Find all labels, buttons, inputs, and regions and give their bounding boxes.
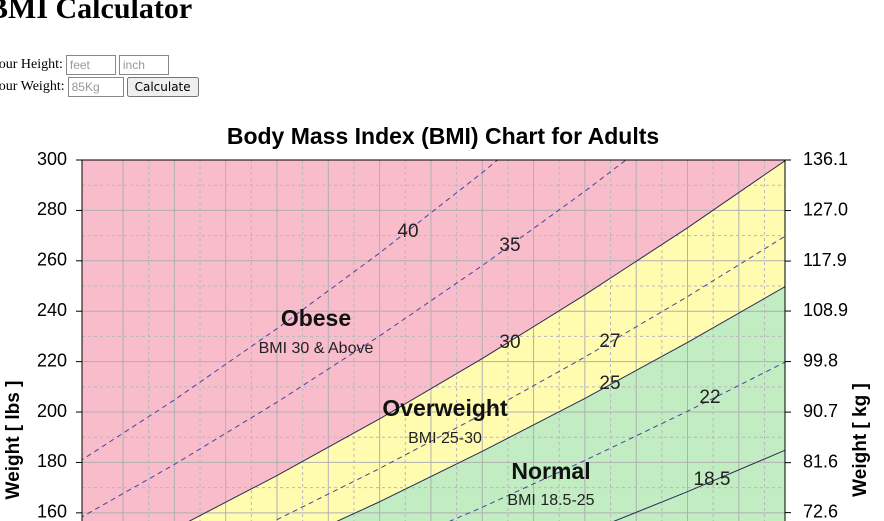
line-label: 30 bbox=[499, 332, 520, 353]
y-tick-label: 220 bbox=[37, 350, 67, 370]
bmi-line bbox=[272, 235, 785, 521]
zone-range: BMI 25-30 bbox=[408, 430, 482, 447]
line-label: 18.5 bbox=[694, 469, 731, 490]
y-tick-label: 260 bbox=[37, 250, 67, 270]
calculate-button[interactable]: Calculate bbox=[126, 77, 199, 97]
y2-tick-label: 72.6 bbox=[803, 501, 838, 521]
weight-label: Your Weight: bbox=[0, 79, 65, 94]
y-tick-label: 200 bbox=[37, 401, 67, 421]
chart-title: Body Mass Index (BMI) Chart for Adults bbox=[227, 123, 659, 149]
zone-name: Overweight bbox=[382, 395, 508, 421]
y2-tick-label: 117.9 bbox=[803, 250, 847, 270]
plot-area bbox=[82, 160, 785, 521]
y2-tick-label: 90.7 bbox=[803, 401, 838, 421]
bmi-line bbox=[613, 449, 785, 521]
zone-range: BMI 18.5-25 bbox=[507, 492, 594, 509]
y2-tick-label: 136.1 bbox=[803, 149, 848, 169]
feet-input[interactable] bbox=[65, 55, 116, 75]
line-label: 35 bbox=[499, 235, 520, 256]
y-tick-label: 160 bbox=[37, 502, 67, 521]
weight-row: Your Weight: Calculate bbox=[0, 77, 199, 97]
height-label: Your Height: bbox=[0, 57, 63, 72]
inch-input[interactable] bbox=[118, 55, 169, 75]
weight-input[interactable] bbox=[67, 77, 124, 97]
y2-axis-label: Weight [ kg ] bbox=[850, 383, 871, 497]
zone-range: BMI 30 & Above bbox=[259, 340, 374, 357]
zone-name: Normal bbox=[511, 458, 590, 484]
chart-annotations: 40 35 30 27 25 22 18.5 Obese BMI 30 & Above Overw… bbox=[3, 123, 871, 521]
line-label: 25 bbox=[599, 373, 620, 394]
y-axis-label: Weight [ lbs ] bbox=[3, 381, 24, 500]
height-row: Your Height: bbox=[0, 55, 169, 75]
bmi-line bbox=[82, 160, 627, 518]
y-tick-label: 180 bbox=[37, 451, 67, 471]
y2-tick-label: 81.6 bbox=[803, 451, 838, 471]
y-tick-label: 240 bbox=[37, 300, 67, 320]
line-label: 27 bbox=[599, 331, 620, 352]
bmi-line bbox=[188, 160, 785, 521]
page-title: BMI Calculator bbox=[0, 0, 193, 25]
bmi-line bbox=[449, 361, 785, 521]
y2-tick-label: 99.8 bbox=[803, 350, 838, 370]
y2-tick-label: 127.0 bbox=[803, 199, 848, 219]
bmi-line bbox=[336, 286, 785, 521]
zone-name: Obese bbox=[281, 305, 351, 331]
y-tick-label: 300 bbox=[37, 149, 67, 169]
line-label: 22 bbox=[699, 387, 720, 408]
y2-tick-label: 108.9 bbox=[803, 300, 848, 320]
y-tick-label: 280 bbox=[37, 199, 67, 219]
line-label: 40 bbox=[397, 221, 418, 242]
